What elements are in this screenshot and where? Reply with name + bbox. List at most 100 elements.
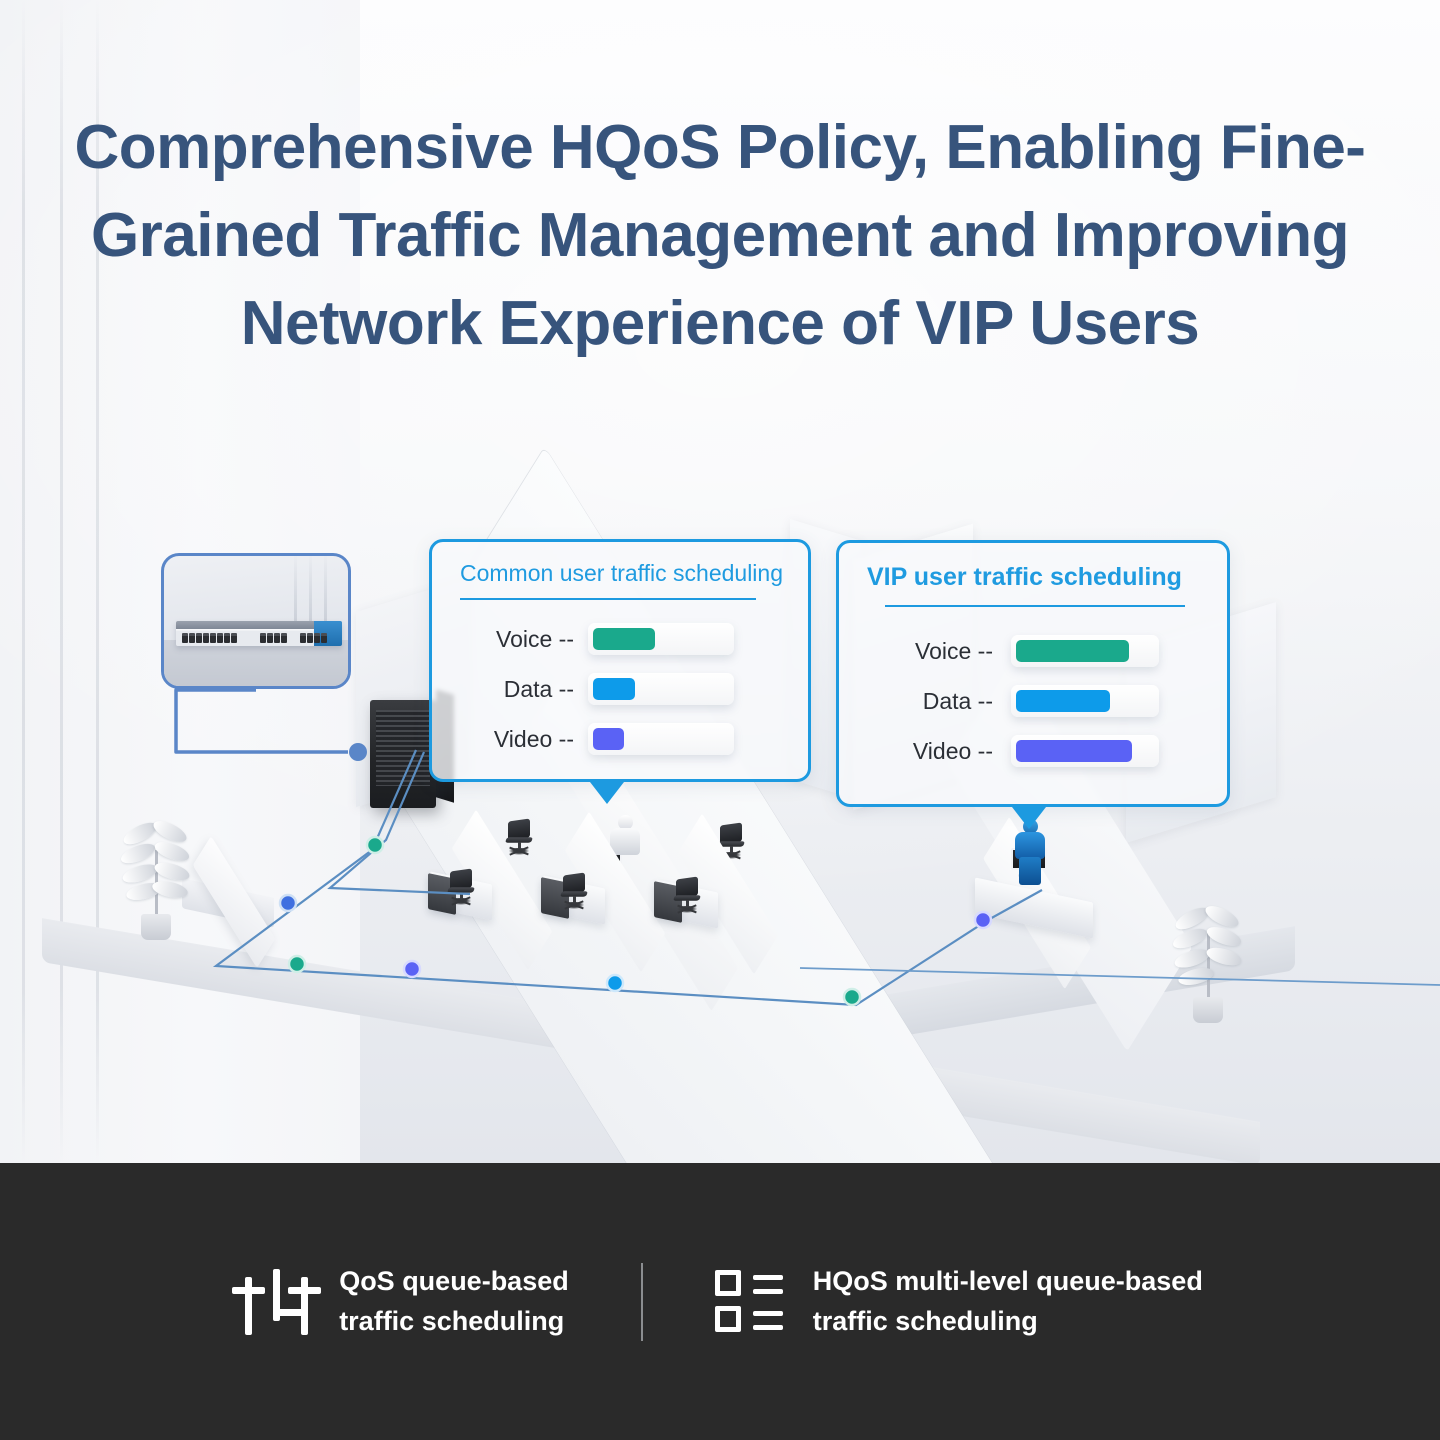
traffic-bar-track xyxy=(588,723,734,755)
traffic-row-label: Video -- xyxy=(493,725,574,752)
switch-port xyxy=(203,633,209,643)
footer-item-qos: QoS queue-based traffic scheduling xyxy=(232,1262,569,1340)
figure-legs xyxy=(1019,857,1041,885)
panel-vip-title: VIP user traffic scheduling xyxy=(867,563,1182,591)
switch-port xyxy=(189,633,195,643)
traffic-row-data: Data -- xyxy=(470,673,734,705)
chair-base xyxy=(509,848,529,855)
switch-port xyxy=(267,633,273,643)
footer-item-label: QoS queue-based traffic scheduling xyxy=(339,1266,569,1336)
page-title: Comprehensive HQoS Policy, Enabling Fine… xyxy=(74,113,1366,359)
switch-port xyxy=(224,633,230,643)
slider-track xyxy=(245,1276,253,1335)
isometric-office-scene xyxy=(0,420,1440,1440)
common-user-figure xyxy=(608,815,642,875)
checklist-line xyxy=(752,1274,783,1280)
potted-plant-left xyxy=(118,816,192,940)
panel-vip-rule xyxy=(885,605,1185,607)
traffic-bar-track xyxy=(1011,635,1159,667)
panel-common-title: Common user traffic scheduling xyxy=(460,560,783,586)
traffic-bar-fill xyxy=(1016,640,1129,662)
traffic-bar-fill xyxy=(593,628,655,650)
footer-item-label: HQoS multi-level queue-based traffic sch… xyxy=(812,1266,1203,1336)
checklist-box xyxy=(714,1305,741,1332)
panel-common-pointer xyxy=(590,782,624,804)
callout-wall-ridge xyxy=(294,556,297,638)
traffic-row-video: Video -- xyxy=(883,735,1159,767)
traffic-bar-track xyxy=(1011,685,1159,717)
slider-track xyxy=(301,1276,309,1335)
switch-callout-leader-line xyxy=(174,688,367,761)
switch-port xyxy=(231,633,237,643)
checklist-line xyxy=(752,1324,783,1330)
traffic-row-label: Voice -- xyxy=(915,637,993,664)
callout-shelf xyxy=(164,640,348,686)
figure-head xyxy=(617,815,633,830)
traffic-bar-track xyxy=(588,673,734,705)
chair-post xyxy=(686,900,689,908)
chair-post xyxy=(573,896,576,904)
traffic-bar-fill xyxy=(1016,740,1132,762)
network-switch-device xyxy=(176,621,342,646)
figure-torso xyxy=(1015,832,1045,859)
checklist-box xyxy=(714,1269,741,1296)
traffic-bar-track xyxy=(588,623,734,655)
plant-pot xyxy=(1193,997,1223,1023)
switch-port xyxy=(274,633,280,643)
traffic-row-data: Data -- xyxy=(883,685,1159,717)
plant-pot xyxy=(141,914,171,940)
switch-port xyxy=(300,633,306,643)
figure-torso xyxy=(610,828,640,855)
slider-handle xyxy=(288,1286,322,1294)
callout-wall-ridge xyxy=(309,556,312,638)
traffic-row-voice: Voice -- xyxy=(470,623,734,655)
panel-common-user-traffic: Common user traffic scheduling Voice -- … xyxy=(429,539,811,804)
traffic-bar-fill xyxy=(1016,690,1110,712)
server-rack xyxy=(370,700,436,808)
switch-port xyxy=(196,633,202,643)
switch-port xyxy=(260,633,266,643)
chair-post xyxy=(460,892,463,900)
traffic-row-voice: Voice -- xyxy=(883,635,1159,667)
chair-base xyxy=(677,906,697,913)
panel-vip-user-traffic: VIP user traffic scheduling Voice -- Dat… xyxy=(836,540,1230,829)
switch-port xyxy=(307,633,313,643)
footer-divider xyxy=(640,1262,643,1341)
switch-port-group xyxy=(182,633,237,643)
slider-icon xyxy=(232,1265,322,1339)
checklist-line xyxy=(752,1310,783,1316)
panel-common-rule xyxy=(460,598,756,600)
switch-top-strip xyxy=(176,621,342,629)
callout-wall-ridge xyxy=(324,556,327,638)
office-chair xyxy=(716,822,746,859)
traffic-row-label: Data -- xyxy=(503,675,574,702)
network-path-lines xyxy=(212,749,1440,1007)
switch-port xyxy=(210,633,216,643)
switch-device-callout xyxy=(161,553,351,689)
office-chair xyxy=(504,818,534,855)
slider-handle xyxy=(232,1286,266,1294)
traffic-row-label: Video -- xyxy=(912,737,993,764)
switch-port xyxy=(281,633,287,643)
switch-port xyxy=(182,633,188,643)
potted-plant-right xyxy=(1170,901,1244,1023)
chair-base xyxy=(451,898,471,905)
switch-port-group xyxy=(300,633,327,643)
switch-port xyxy=(321,633,327,643)
traffic-row-label: Voice -- xyxy=(496,625,574,652)
footer-item-hqos: HQoS multi-level queue-based traffic sch… xyxy=(714,1262,1203,1340)
checklist-icon xyxy=(714,1268,787,1336)
traffic-row-label: Data -- xyxy=(922,687,993,714)
traffic-bar-fill xyxy=(593,678,635,700)
slider-handle xyxy=(273,1308,307,1316)
office-chair xyxy=(672,876,702,913)
office-chair xyxy=(446,868,476,905)
switch-port-group xyxy=(260,633,287,643)
chair-post xyxy=(518,842,521,850)
switch-port xyxy=(217,633,223,643)
chair-base xyxy=(564,902,584,909)
office-chair xyxy=(559,872,589,909)
traffic-bar-fill xyxy=(593,728,624,750)
slider-track xyxy=(273,1268,281,1321)
chair-post xyxy=(730,846,733,854)
